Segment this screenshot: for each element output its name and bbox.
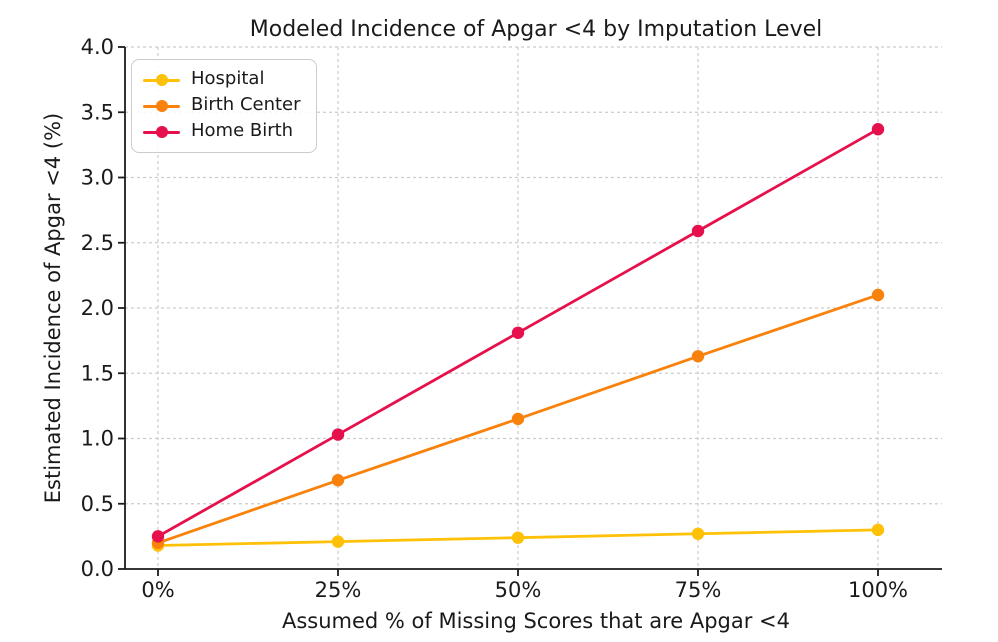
x-tick-label: 50% bbox=[495, 578, 542, 602]
data-point-home-birth bbox=[511, 326, 525, 339]
data-point-hospital bbox=[871, 523, 885, 537]
data-point-home-birth bbox=[691, 224, 705, 238]
legend: Hospital Birth Center Home Birth bbox=[131, 59, 317, 153]
y-tick-label: 3.0 bbox=[81, 166, 114, 190]
data-point-hospital bbox=[511, 531, 525, 544]
x-axis-label: Assumed % of Missing Scores that are Apg… bbox=[282, 609, 790, 633]
x-tick-label: 75% bbox=[675, 578, 722, 602]
y-axis-label: Estimated Incidence of Apgar <4 (%) bbox=[41, 113, 65, 503]
data-point-hospital bbox=[691, 527, 705, 540]
legend-item-label: Hospital bbox=[191, 68, 265, 89]
chart-title: Modeled Incidence of Apgar <4 by Imputat… bbox=[250, 17, 823, 42]
legend-item-label: Home Birth bbox=[191, 120, 294, 141]
data-point-birth-center bbox=[511, 412, 525, 426]
data-point-birth-center bbox=[331, 474, 345, 487]
x-tick-label: 0% bbox=[141, 578, 174, 602]
data-point-hospital bbox=[331, 535, 345, 548]
legend-item-hospital: Hospital bbox=[143, 67, 301, 93]
y-tick-label: 2.0 bbox=[81, 296, 114, 320]
y-tick-label: 4.0 bbox=[81, 35, 114, 59]
legend-line-marker-icon bbox=[143, 100, 180, 113]
legend-item-birth-center: Birth Center bbox=[143, 93, 301, 119]
x-tick-label: 25% bbox=[315, 578, 362, 602]
legend-item-home-birth: Home Birth bbox=[143, 119, 301, 145]
y-tick-label: 0.0 bbox=[81, 557, 114, 581]
data-point-home-birth bbox=[331, 428, 345, 441]
data-point-home-birth bbox=[871, 123, 885, 136]
x-tick-label: 100% bbox=[848, 578, 908, 602]
legend-item-label: Birth Center bbox=[191, 94, 301, 115]
data-point-birth-center bbox=[691, 350, 705, 363]
legend-line-marker-icon bbox=[143, 126, 180, 139]
data-point-home-birth bbox=[151, 530, 165, 543]
y-tick-label: 3.5 bbox=[81, 100, 114, 124]
y-tick-label: 0.5 bbox=[81, 492, 114, 516]
plot-layer: 0.0 0.5 1.0 1.5 2.0 2.5 3.0 3.5 4.0 0% 25% 50% 75% 10… bbox=[81, 35, 942, 602]
data-point-birth-center bbox=[871, 288, 885, 302]
legend-line-marker-icon bbox=[143, 74, 180, 87]
y-tick-label: 1.5 bbox=[81, 361, 114, 385]
y-tick-label: 2.5 bbox=[81, 231, 114, 255]
y-tick-label: 1.0 bbox=[81, 427, 114, 451]
